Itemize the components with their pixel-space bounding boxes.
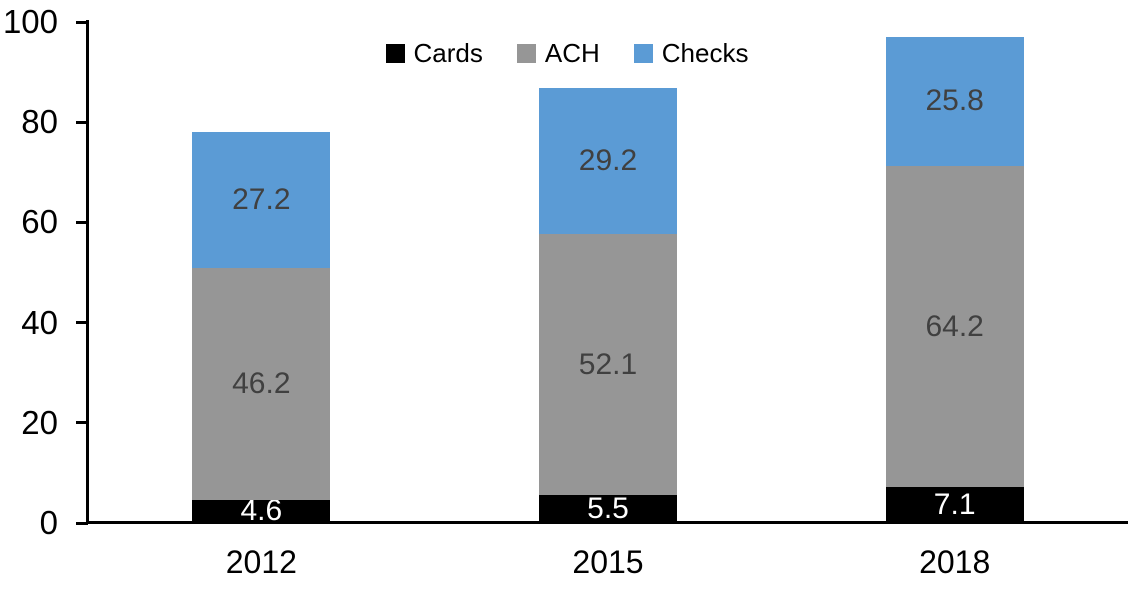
legend-item-ach: ACH [516,38,600,68]
bar-segment-ach-2012: 46.2 [192,268,331,500]
bar-segment-value-label: 46.2 [232,367,291,401]
legend-swatch-cards-icon [385,43,405,63]
y-axis-line [86,20,89,524]
bar-segment-value-label: 5.5 [587,492,629,526]
legend-label-checks: Checks [661,38,749,68]
legend-label-cards: Cards [413,38,483,68]
x-axis-label-2015: 2015 [572,544,644,580]
y-tick-mark [76,521,88,525]
y-tick-label: 80 [21,103,58,141]
x-axis-label-2018: 2018 [919,544,991,580]
bar-segment-cards-2018: 7.1 [885,487,1024,523]
bar-segment-value-label: 52.1 [578,347,638,381]
bar-segment-cards-2012: 4.6 [192,496,331,526]
bar-segment-cards-2015: 5.5 [539,492,677,526]
y-tick-mark [76,421,88,425]
y-tick-label: 60 [21,203,58,241]
bar-segment-value-label: 25.8 [925,84,984,118]
x-axis-label-2012: 2012 [225,544,297,580]
legend-swatch-ach-icon [516,43,536,63]
legend-item-checks: Checks [633,38,749,68]
bar-segment-value-label: 64.2 [925,309,984,343]
y-tick-mark [76,321,88,325]
bar-segment-checks-2012: 27.2 [192,132,331,269]
legend-item-cards: Cards [385,38,483,68]
y-tick-label: 20 [21,403,58,441]
y-tick-mark [76,220,88,224]
bar-segment-ach-2015: 52.1 [539,234,677,496]
legend: Cards ACH Checks [0,40,1134,66]
bar-segment-checks-2015: 29.2 [539,88,677,235]
bar-segment-checks-2018: 25.8 [885,36,1024,166]
y-tick-label: 100 [2,3,58,40]
bar-segment-ach-2018: 64.2 [885,165,1024,488]
bar-segment-value-label: 4.6 [240,494,283,528]
y-tick-mark [76,20,88,24]
legend-label-ach: ACH [544,38,600,68]
legend-swatch-checks-icon [633,43,653,63]
y-tick-mark [76,120,88,124]
y-tick-label: 40 [21,303,58,341]
bar-segment-value-label: 27.2 [232,183,291,217]
bar-segment-value-label: 7.1 [933,488,976,522]
y-tick-label: 0 [39,504,58,541]
bar-segment-value-label: 29.2 [578,144,638,178]
